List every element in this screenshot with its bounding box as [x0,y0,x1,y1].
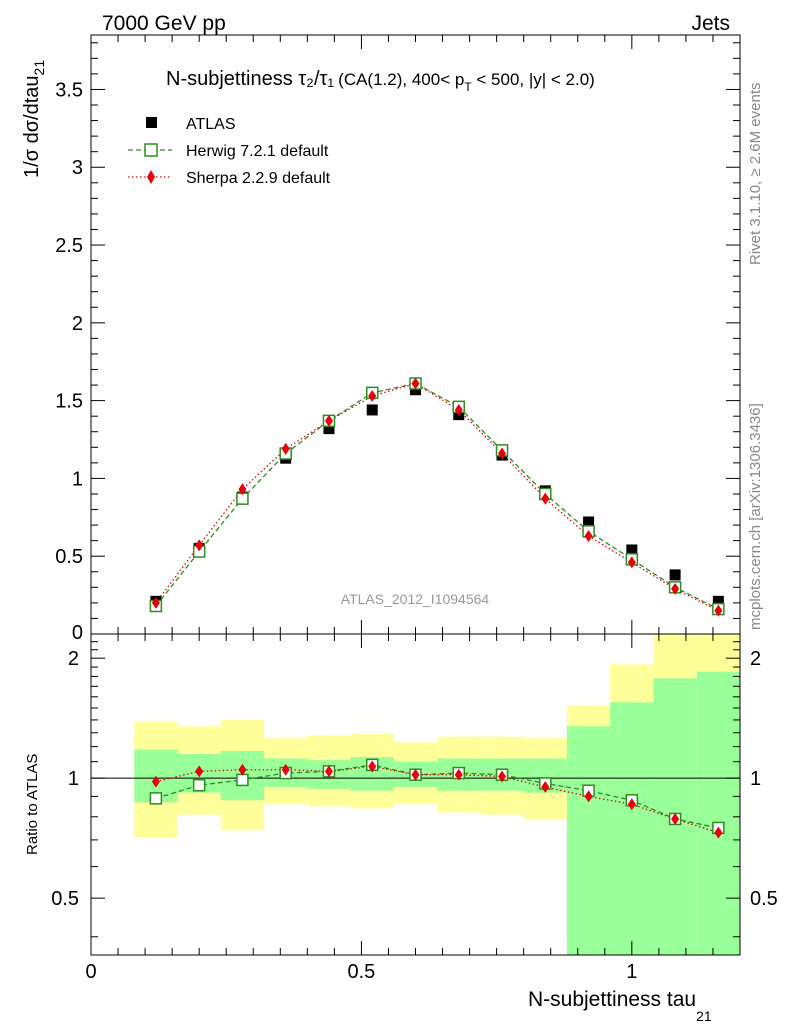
data-series [149,377,725,839]
sherpa-ratio-point [238,763,247,776]
sherpa-ratio-point [627,798,636,811]
sherpa-point [238,483,247,496]
sherpa-point [671,582,680,595]
inner-band-bin [610,702,654,955]
sherpa-ratio-point [584,790,593,803]
sherpa-ratio-point [714,826,723,839]
sherpa-point [714,604,723,617]
main-y-tick-label: 2.5 [55,235,83,257]
legend-atlas-marker [146,117,157,128]
x-tick-label: 0 [85,961,96,983]
ratio-y-tick-label: 0.5 [51,888,79,910]
atlas-point [626,544,638,556]
sherpa-ratio-point [541,781,550,794]
x-axis-label: N-subjettiness tau21 [528,988,712,1024]
legend-herwig-label: Herwig 7.2.1 default [186,143,329,160]
axes-frames: 0.5 1 1.5 2 2.5 3 3.5 0 0 0.5 1 0.5 0.5 1 1 2 2 [51,34,778,983]
sherpa-main-line [155,382,719,612]
sherpa-point [324,414,333,427]
main-y-tick-label: 1.5 [55,391,83,413]
sherpa-ratio-point [671,812,680,825]
ratio-y-tick-label-right: 2 [750,648,761,670]
ratio-y-tick-label-right: 1 [750,768,761,790]
atlas-point [323,423,335,435]
herwig-ratio-point [149,792,163,805]
main-y-tick-label: 3 [72,157,83,179]
inner-band-bin [566,726,611,955]
ratio-uncertainty-bands [134,634,740,955]
legend-sherpa-marker [147,170,155,184]
herwig-ratio-point [236,773,249,787]
ratio-y-tick-label-right: 0.5 [750,888,778,910]
legend-herwig-marker [144,143,158,157]
sherpa-point [627,556,636,569]
sherpa-point [195,539,204,552]
sherpa-point [541,492,550,505]
legend: ATLAS Herwig 7.2.1 default Sherpa 2.2.9 … [128,116,331,187]
collision-label: 7000 GeV pp [102,12,226,35]
analysis-watermark: ATLAS_2012_I1094564 [341,591,490,607]
main-y-tick-label: 0.5 [55,546,83,568]
x-tick-label: 1 [626,961,637,983]
atlas-point [583,516,595,528]
sherpa-ratio-point [281,763,290,776]
y-axis-label-main: 1/σ dσ/dtau21 [21,60,47,178]
legend-atlas-label: ATLAS [186,116,236,133]
sherpa-ratio-point [454,768,463,781]
herwig-ratio-line [155,764,719,829]
main-y-tick-label: 3.5 [55,79,83,101]
atlas-point [712,595,724,607]
herwig-ratio-point [192,778,206,792]
legend-sherpa-label: Sherpa 2.2.9 default [186,170,331,187]
sherpa-ratio-point [411,768,420,781]
mcplots-label: mcplots.cern.ch [arXiv:1306.3436] [747,403,764,630]
atlas-point [669,569,681,581]
sherpa-ratio-point [195,765,204,778]
sherpa-point [368,389,377,402]
sherpa-point [411,377,420,390]
ratio-y-tick-label: 1 [68,768,79,790]
sherpa-point [151,596,160,609]
x-tick-label: 0.5 [348,961,376,983]
y-axis-label-ratio: Ratio to ATLAS [24,754,41,855]
sherpa-ratio-point [368,760,377,773]
sherpa-point [584,529,593,542]
atlas-point [366,404,378,416]
ratio-y-tick-label: 2 [68,648,79,670]
sherpa-point [498,447,507,460]
herwig-main-line [155,382,719,610]
sherpa-point [454,403,463,416]
sherpa-ratio-point [498,770,507,783]
sherpa-ratio-point [324,765,333,778]
main-y-tick-label: 0 [72,622,83,644]
jets-label: Jets [691,12,730,35]
plot-title: N-subjettiness τ₂/τ₁ (CA(1.2), 400< pT < … [166,68,595,94]
inner-band-bin [696,671,740,955]
rivet-label: Rivet 3.1.10, ≥ 2.6M events [747,83,764,266]
main-y-tick-label: 1 [72,468,83,490]
sherpa-point [281,442,290,455]
sherpa-ratio-point [151,775,160,788]
main-y-tick-label: 2 [72,313,83,335]
